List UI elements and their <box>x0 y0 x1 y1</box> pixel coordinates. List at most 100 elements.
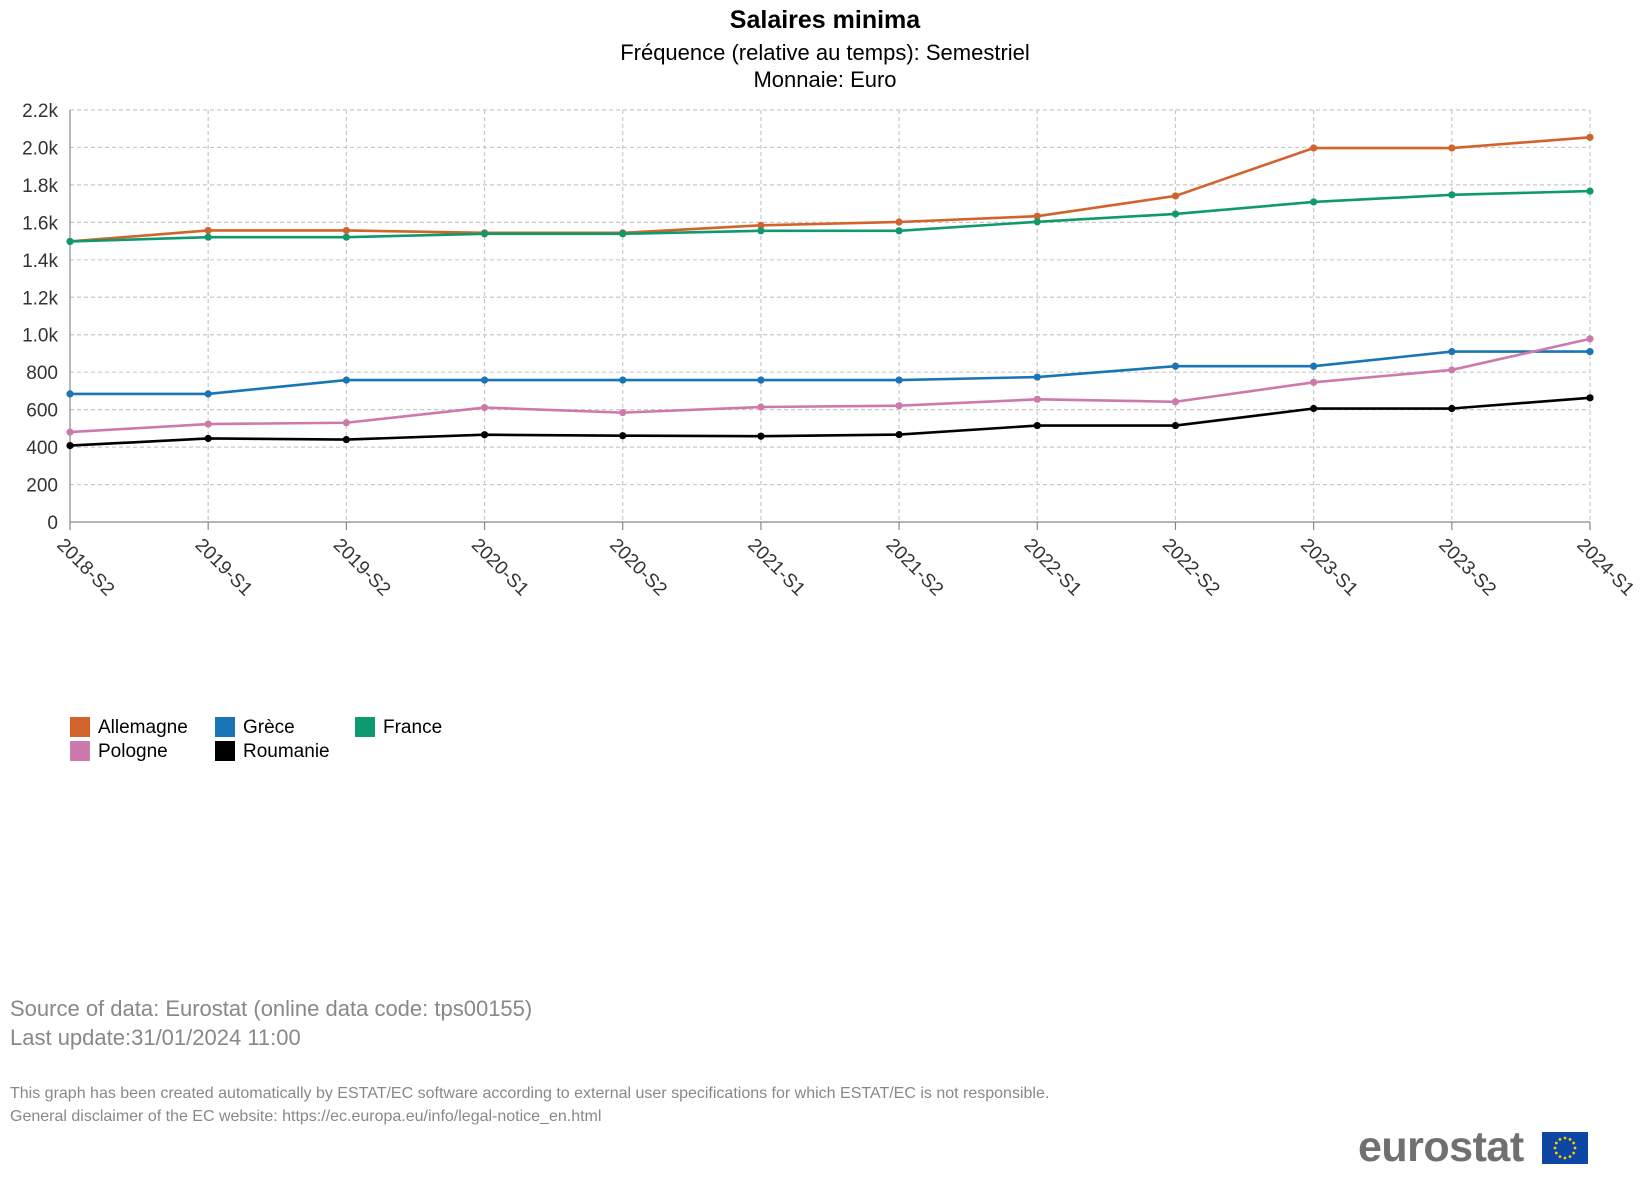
data-point-pologne <box>1448 366 1456 374</box>
legend-label: Grèce <box>243 717 295 738</box>
data-point-allemagne <box>1171 192 1180 200</box>
data-point-allemagne <box>342 226 350 235</box>
data-point-grece <box>342 376 350 384</box>
y-tick-label: 0 <box>47 513 58 534</box>
flag-star <box>1558 1155 1562 1159</box>
y-tick-label: 1.4k <box>22 251 58 272</box>
data-point-allemagne <box>757 221 765 229</box>
data-point-pologne <box>1586 335 1594 343</box>
data-point-grece <box>895 376 903 384</box>
x-tick-label: 2019-S2 <box>329 535 395 601</box>
data-point-france <box>342 233 350 241</box>
series-line-grece <box>70 350 1590 396</box>
data-point-pologne <box>1171 398 1180 406</box>
y-tick-label: 1.2k <box>22 288 58 309</box>
data-point-roumanie <box>619 432 627 440</box>
x-tick-label: 2019-S1 <box>191 535 257 601</box>
x-tick-label: 2022-S2 <box>1158 535 1224 601</box>
data-point-france <box>1171 210 1180 218</box>
legend-swatch <box>70 717 90 737</box>
flag-star <box>1568 1155 1572 1159</box>
data-point-grece <box>66 390 74 398</box>
flag-star <box>1554 1151 1558 1155</box>
x-tick-label: 2023-S2 <box>1434 535 1500 601</box>
x-tick-label: 2020-S1 <box>467 535 533 601</box>
y-tick-label: 400 <box>26 438 58 459</box>
data-point-roumanie <box>1448 404 1456 413</box>
data-point-roumanie <box>1033 421 1041 430</box>
data-point-grece <box>480 376 489 384</box>
data-point-grece <box>204 390 212 398</box>
data-point-roumanie <box>1310 404 1318 413</box>
data-point-grece <box>619 376 627 384</box>
y-tick-label: 2.2k <box>22 101 58 122</box>
legend-label: France <box>383 717 443 738</box>
y-tick-label: 1.0k <box>22 326 58 347</box>
axes <box>69 110 1591 530</box>
x-tick-label: 2024-S1 <box>1572 535 1638 601</box>
data-point-pologne <box>1310 378 1318 386</box>
y-tick-label: 200 <box>26 476 58 497</box>
data-point-pologne <box>757 403 765 411</box>
legend-item-pologne[interactable]: Pologne <box>70 741 168 763</box>
series-lines <box>69 136 1591 447</box>
series-line-france <box>69 189 1591 243</box>
legend-label: Allemagne <box>98 717 188 738</box>
y-tick-label: 800 <box>26 363 58 384</box>
series-points <box>66 133 1594 450</box>
data-point-allemagne <box>1310 144 1318 152</box>
legend-item-france[interactable]: France <box>355 717 442 739</box>
legend-swatch <box>215 741 235 761</box>
x-tick-label: 2020-S2 <box>605 535 671 601</box>
flag-star <box>1563 1136 1567 1140</box>
flag-star <box>1558 1137 1562 1141</box>
data-point-pologne <box>342 419 350 427</box>
flag-star <box>1573 1146 1577 1150</box>
flag-star <box>1572 1141 1576 1145</box>
line-chart: 0 200 400 600 800 1.0k 1.2k 1.4k 1.6k 1.8k 2.0k 2.2… <box>22 101 1638 601</box>
y-tick-label: 1.6k <box>22 213 58 234</box>
x-tick-label: 2023-S1 <box>1296 535 1362 601</box>
chart-title: Salaires minima <box>729 6 921 34</box>
legend-swatch <box>355 717 375 737</box>
data-point-roumanie <box>204 434 212 443</box>
data-point-roumanie <box>66 441 74 450</box>
data-point-roumanie <box>757 432 765 440</box>
legend-label: Roumanie <box>243 741 330 762</box>
y-tick-label: 1.8k <box>22 176 58 197</box>
y-axis-ticks: 0 200 400 600 800 1.0k 1.2k 1.4k 1.6k 1.8k 2.0k 2.2… <box>22 101 58 534</box>
data-point-roumanie <box>1171 421 1180 430</box>
data-point-pologne <box>619 409 627 417</box>
data-point-roumanie <box>895 430 903 439</box>
series-line-roumanie <box>69 396 1591 447</box>
y-tick-label: 2.0k <box>22 138 58 159</box>
data-point-france <box>895 227 903 235</box>
legend-item-grece[interactable]: Grèce <box>215 717 295 739</box>
data-point-france <box>204 233 212 241</box>
legend-swatch <box>70 741 90 761</box>
data-point-pologne <box>204 420 212 428</box>
data-point-france <box>757 227 765 235</box>
legend-item-roumanie[interactable]: Roumanie <box>215 741 330 763</box>
legend-item-allemagne[interactable]: Allemagne <box>70 717 188 739</box>
data-point-france <box>480 230 489 238</box>
data-point-grece <box>1171 362 1180 370</box>
data-point-pologne <box>480 403 489 412</box>
grid-lines <box>70 109 1591 522</box>
data-point-allemagne <box>1033 212 1041 220</box>
flag-star <box>1563 1156 1567 1160</box>
source-of-data: Source of data: Eurostat (online data co… <box>10 996 533 1021</box>
data-point-grece <box>1586 347 1594 356</box>
data-point-allemagne <box>204 226 212 235</box>
data-point-allemagne <box>895 218 903 226</box>
disclaimer-text: This graph has been created automaticall… <box>10 1085 1050 1102</box>
data-point-grece <box>1033 373 1041 381</box>
ec-disclaimer-link[interactable]: General disclaimer of the EC website: ht… <box>10 1108 602 1125</box>
data-point-france <box>1310 198 1318 206</box>
data-point-france <box>66 237 74 246</box>
data-point-france <box>619 230 627 238</box>
data-point-pologne <box>1033 395 1041 403</box>
data-point-grece <box>1448 347 1456 356</box>
data-point-roumanie <box>480 431 489 439</box>
last-update: Last update:31/01/2024 11:00 <box>10 1025 301 1050</box>
